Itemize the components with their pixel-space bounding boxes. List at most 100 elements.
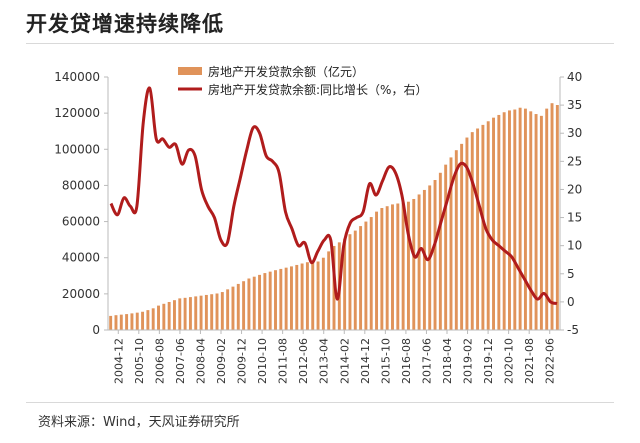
bar (380, 208, 384, 330)
bar (157, 305, 160, 330)
bar (460, 143, 464, 330)
bar (210, 294, 214, 330)
bar (215, 293, 219, 330)
bar (550, 103, 554, 330)
bar (529, 111, 533, 330)
bar (353, 230, 357, 330)
legend-bar-label: 房地产开发贷款余额（亿元） (208, 64, 364, 79)
x-tick-label: 2015-10 (379, 338, 392, 384)
bar (162, 303, 166, 330)
bar (130, 313, 134, 330)
line-series (109, 86, 558, 306)
bar (247, 278, 251, 330)
legend: 房地产开发贷款余额（亿元） 房地产开发贷款余额:同比增长（%，右） (178, 64, 427, 97)
bar (492, 117, 495, 331)
bar (401, 202, 405, 330)
bar (406, 201, 410, 330)
bar (348, 234, 352, 330)
bar (263, 273, 267, 330)
bar (109, 315, 113, 330)
left-tick-label: 40000 (62, 251, 100, 265)
x-tick-label: 2004-12 (112, 338, 125, 384)
x-tick-label: 2005-10 (133, 338, 146, 384)
x-tick-label: 2008-04 (194, 338, 207, 384)
x-tick-label: 2007-06 (174, 338, 187, 384)
bar (465, 137, 469, 330)
bar (523, 108, 527, 330)
left-tick-label: 60000 (62, 215, 100, 229)
x-tick-label: 2021-08 (523, 338, 536, 384)
bar (289, 266, 293, 330)
x-tick-label: 2016-08 (400, 338, 413, 384)
x-tick-label: 2013-04 (318, 338, 331, 384)
bar (188, 297, 192, 330)
left-tick-label: 20000 (62, 287, 100, 301)
x-tick-label: 2010-10 (256, 338, 269, 384)
x-tick-label: 2012-06 (297, 338, 310, 384)
bar (252, 276, 256, 330)
x-tick-label: 2009-12 (236, 338, 249, 384)
bar (151, 308, 155, 330)
bar (295, 264, 299, 330)
bar (534, 114, 538, 331)
bar (178, 298, 182, 330)
bar (236, 283, 240, 330)
right-tick-label: 10 (567, 239, 582, 253)
bar (364, 221, 368, 330)
bar (231, 286, 235, 330)
bar (369, 217, 373, 330)
bar (268, 271, 272, 330)
right-tick-label: 40 (567, 70, 582, 84)
bar (114, 315, 118, 330)
x-axis: 2004-12 2005-10 2006-08 2007-06 2008-04 2009-… (112, 330, 557, 384)
bar (444, 164, 448, 330)
bar (274, 270, 277, 330)
bar (438, 172, 442, 330)
bar (220, 292, 224, 330)
legend-line-label: 房地产开发贷款余额:同比增长（%，右） (208, 82, 427, 97)
bar (167, 301, 171, 330)
bar (204, 294, 208, 330)
x-tick-label: 2019-12 (482, 338, 495, 384)
x-tick-label: 2014-02 (338, 338, 351, 384)
right-axis: -5 0 5 10 15 20 25 30 35 40 (560, 70, 582, 337)
bar-series (109, 103, 559, 331)
x-tick-label: 2011-08 (277, 338, 290, 384)
bar (359, 226, 363, 330)
right-tick-label: 5 (567, 267, 575, 281)
x-tick-label: 2020-10 (503, 338, 516, 384)
bar (146, 310, 150, 330)
bar (513, 109, 517, 331)
bar (518, 107, 522, 330)
title-divider (26, 43, 614, 44)
bar (242, 281, 246, 330)
bar (135, 312, 139, 330)
bar (226, 289, 230, 330)
x-tick-label: 2017-06 (420, 338, 433, 384)
left-tick-label: 0 (92, 323, 100, 337)
bar (470, 132, 474, 330)
bar (375, 211, 379, 330)
bar (343, 238, 347, 330)
right-tick-label: 35 (567, 98, 582, 112)
bar (125, 314, 129, 330)
right-tick-label: 15 (567, 211, 582, 225)
bar (486, 121, 490, 331)
bar (173, 300, 176, 330)
bar (508, 110, 511, 330)
bar (391, 204, 394, 330)
bar (417, 194, 421, 330)
yoy-growth-line (109, 86, 558, 306)
bar (119, 314, 123, 330)
right-tick-label: 20 (567, 182, 582, 196)
bar (396, 203, 400, 330)
bar (476, 128, 480, 330)
left-tick-label: 140000 (54, 70, 100, 84)
x-tick-label: 2014-12 (359, 338, 372, 384)
right-tick-label: 30 (567, 126, 582, 140)
left-tick-label: 120000 (54, 106, 100, 120)
bar (284, 267, 288, 330)
bar (305, 262, 309, 330)
bar (433, 180, 437, 330)
